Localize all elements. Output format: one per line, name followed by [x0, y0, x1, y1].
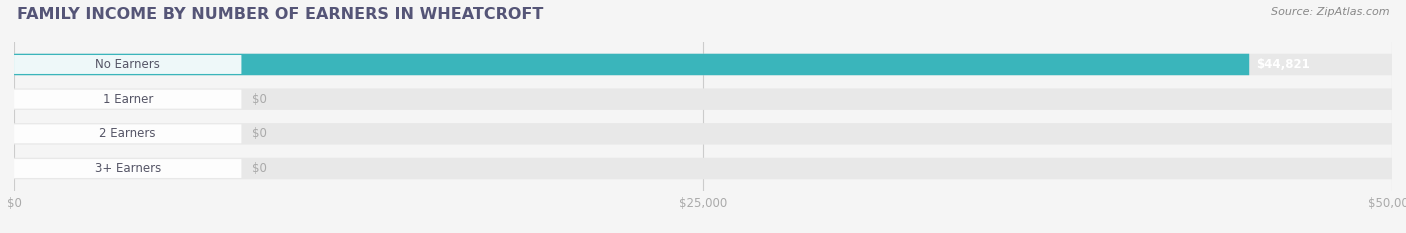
- FancyBboxPatch shape: [14, 55, 242, 74]
- Text: 3+ Earners: 3+ Earners: [94, 162, 160, 175]
- Text: $0: $0: [253, 93, 267, 106]
- FancyBboxPatch shape: [14, 54, 1249, 75]
- Text: 2 Earners: 2 Earners: [100, 127, 156, 140]
- Text: FAMILY INCOME BY NUMBER OF EARNERS IN WHEATCROFT: FAMILY INCOME BY NUMBER OF EARNERS IN WH…: [17, 7, 543, 22]
- Text: $0: $0: [253, 162, 267, 175]
- FancyBboxPatch shape: [14, 88, 1392, 110]
- FancyBboxPatch shape: [14, 159, 242, 178]
- FancyBboxPatch shape: [14, 90, 242, 109]
- Text: $0: $0: [253, 127, 267, 140]
- Text: No Earners: No Earners: [96, 58, 160, 71]
- FancyBboxPatch shape: [14, 158, 1392, 179]
- FancyBboxPatch shape: [14, 124, 242, 143]
- Text: Source: ZipAtlas.com: Source: ZipAtlas.com: [1271, 7, 1389, 17]
- FancyBboxPatch shape: [14, 54, 1392, 75]
- FancyBboxPatch shape: [14, 123, 1392, 145]
- Text: 1 Earner: 1 Earner: [103, 93, 153, 106]
- Text: $44,821: $44,821: [1256, 58, 1310, 71]
